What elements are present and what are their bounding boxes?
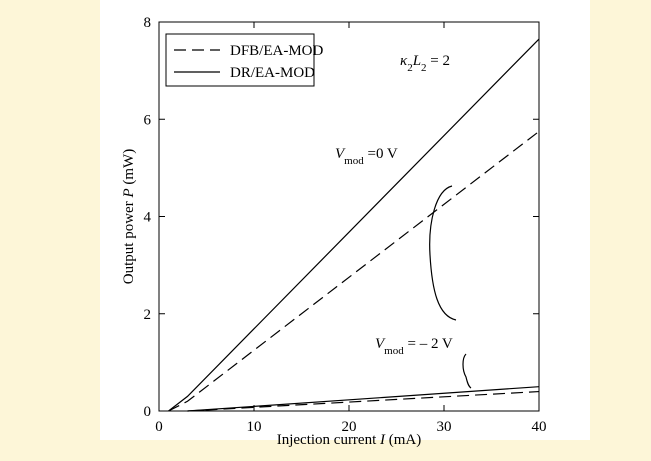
bracket [429, 185, 457, 321]
text-part: = 2 [427, 53, 450, 69]
annotation: Vmod =0 V [335, 146, 398, 167]
text-part: κ [400, 53, 408, 69]
text-part: = – 2 V [404, 336, 453, 352]
y-axis-label: Output power P (mW) [121, 149, 137, 284]
annotation: κ2L2 = 2 [400, 53, 450, 74]
bracket [462, 353, 472, 389]
x-tick-label: 20 [342, 419, 357, 435]
legend-label: DR/EA-MOD [230, 65, 315, 81]
legend-label: DFB/EA-MOD [230, 43, 324, 59]
y-tick-label: 4 [144, 210, 152, 226]
y-tick-label: 6 [144, 112, 152, 128]
text-part: 2 [421, 62, 427, 74]
annotation: Vmod = – 2 V [375, 336, 453, 357]
x-tick-label: 30 [437, 419, 452, 435]
text-part: I [379, 432, 386, 448]
text-part: L [412, 53, 421, 69]
legend-box [165, 33, 315, 87]
x-tick-label: 10 [247, 419, 262, 435]
text-part: mod [384, 345, 404, 357]
text-part: V [375, 336, 386, 352]
text-part: Output power [121, 198, 137, 285]
line [168, 130, 540, 412]
text-part: P [121, 188, 137, 198]
y-tick-label: 0 [144, 404, 152, 420]
text-part: =0 V [364, 146, 398, 162]
text-part: Injection current [277, 432, 380, 448]
x-tick-label: 0 [155, 419, 163, 435]
text-part: 2 [407, 62, 413, 74]
x-tick-label: 40 [532, 419, 547, 435]
y-tick-label: 8 [144, 15, 152, 31]
line [168, 38, 540, 412]
line [187, 390, 540, 412]
y-tick-label: 2 [144, 307, 152, 323]
text-part: mod [344, 155, 364, 167]
text-part: (mA) [385, 432, 421, 448]
line [187, 386, 540, 412]
x-axis-label: Injection current I (mA) [277, 432, 422, 448]
text-part: (mW) [121, 149, 137, 189]
text-part: V [335, 146, 346, 162]
